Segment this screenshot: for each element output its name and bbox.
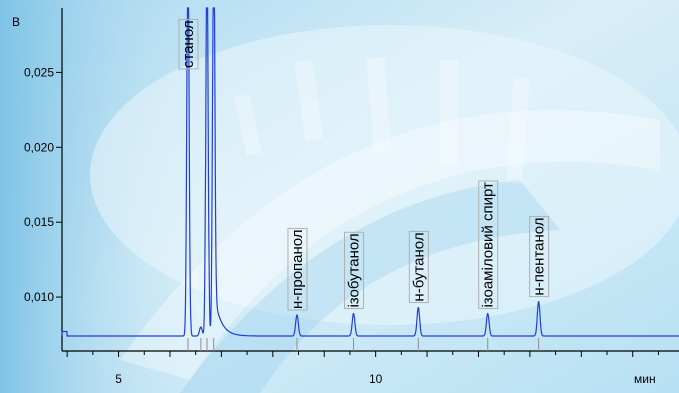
- peak-label: ізобутанол: [344, 231, 365, 310]
- y-tick-label: 0,010: [24, 290, 54, 304]
- peak-label-box: [344, 231, 365, 310]
- chromatogram-line: [61, 7, 679, 337]
- peak-label: н-бутанол: [408, 230, 429, 304]
- x-tick-label: 5: [115, 372, 122, 386]
- y-tick-label: 0,025: [24, 65, 54, 79]
- peak-label: станол: [178, 18, 199, 70]
- x-axis-label: мин: [634, 372, 656, 386]
- x-tick-label: 10: [369, 372, 383, 386]
- peak-label-text: н-пропанол: [289, 229, 306, 309]
- y-tick-label: 0,020: [24, 140, 54, 154]
- peak-label-box: [408, 230, 429, 304]
- peak-label: ізоаміловий спирт: [478, 180, 499, 310]
- plot-area: В мин 0,010 0,015 0,020 0,025 5 10 станол н-пр…: [12, 7, 679, 386]
- peak-label-text: н-пентанол: [531, 217, 548, 295]
- peak-label: н-пропанол: [287, 227, 308, 311]
- peak-label-box: [287, 227, 308, 311]
- peak-label-text: н-бутанол: [410, 232, 427, 301]
- peak-label-text: ізоаміловий спирт: [480, 182, 497, 308]
- y-axis-label: В: [12, 15, 20, 29]
- peak-label-box: [178, 18, 199, 70]
- peak-label-box: [478, 180, 499, 310]
- peak-label-box: [529, 215, 550, 298]
- peak-label-text: станол: [180, 20, 197, 68]
- peak-label: н-пентанол: [529, 215, 550, 298]
- y-tick-label: 0,015: [24, 215, 54, 229]
- peak-label-text: ізобутанол: [346, 233, 363, 307]
